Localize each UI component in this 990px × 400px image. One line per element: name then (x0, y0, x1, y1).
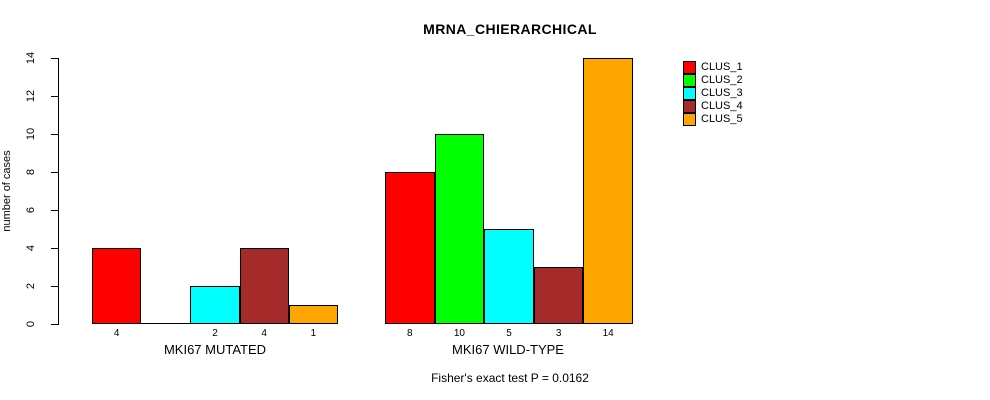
bar-clus_3-wild-type (484, 229, 534, 324)
y-axis-tick-label: 12 (25, 89, 37, 103)
y-axis-tick (51, 248, 58, 249)
y-axis-tick-label: 10 (25, 127, 37, 141)
bar-clus_4-mutated (239, 248, 289, 324)
bar-clus_1-wild-type (385, 172, 435, 324)
y-axis-tick-label: 2 (25, 282, 37, 290)
bar-clus_3-mutated (190, 286, 240, 324)
legend-label: CLUS_1 (701, 61, 743, 73)
bar-clus_2-wild-type (434, 134, 485, 324)
bar-value-label: 2 (212, 328, 218, 339)
y-axis-tick (51, 172, 58, 173)
legend-item-clus_4: CLUS_4 (683, 100, 743, 113)
y-axis-tick-label: 6 (25, 206, 37, 214)
legend-label: CLUS_3 (701, 87, 743, 99)
legend-swatch-clus_2 (683, 74, 696, 87)
x-axis-group-label-mutated: MKI67 MUTATED (163, 342, 267, 357)
y-axis-tick (51, 324, 58, 325)
bar-value-label: 5 (506, 328, 512, 339)
legend-item-clus_3: CLUS_3 (683, 87, 743, 100)
legend-swatch-clus_5 (683, 113, 696, 126)
bar-value-label: 4 (113, 328, 120, 339)
y-axis-tick-label: 4 (25, 244, 37, 252)
y-axis-tick (51, 210, 58, 211)
bar-value-label: 1 (310, 328, 317, 339)
bar-value-label: 3 (555, 328, 562, 339)
bar-clus_4-wild-type (533, 267, 584, 324)
bar-value-label: 10 (453, 328, 465, 339)
bar-value-label: 14 (602, 328, 614, 339)
y-axis-label: number of cases (1, 150, 13, 232)
legend-label: CLUS_5 (701, 113, 743, 125)
y-axis-tick-label: 0 (25, 320, 37, 328)
bar-clus_5-wild-type (583, 58, 633, 324)
bar-clus_5-mutated (288, 305, 338, 324)
zero-bar-clus_2-mutated (141, 323, 191, 324)
y-axis-line (58, 58, 59, 325)
legend-swatch-clus_4 (683, 100, 696, 113)
legend-label: CLUS_4 (701, 100, 743, 112)
legend-item-clus_1: CLUS_1 (683, 61, 743, 74)
bar-value-label: 8 (407, 328, 413, 339)
y-axis-tick-label: 14 (25, 51, 37, 65)
legend-label: CLUS_2 (701, 74, 743, 86)
legend-swatch-clus_3 (683, 87, 696, 100)
y-axis-tick (51, 286, 58, 287)
legend-item-clus_2: CLUS_2 (683, 74, 743, 87)
fisher-test-annotation: Fisher's exact test P = 0.0162 (431, 371, 589, 385)
bar-clus_1-mutated (92, 248, 142, 324)
bar-value-label: 4 (261, 328, 267, 339)
chart-title: MRNA_CHIERARCHICAL (423, 21, 597, 37)
y-axis-tick-label: 8 (25, 168, 37, 176)
x-axis-group-label-wild-type: MKI67 WILD-TYPE (452, 342, 564, 357)
legend-item-clus_5: CLUS_5 (683, 113, 743, 126)
legend-swatch-clus_1 (683, 61, 696, 74)
y-axis-tick (51, 96, 58, 97)
y-axis-tick (51, 58, 58, 59)
y-axis-tick (51, 134, 58, 135)
